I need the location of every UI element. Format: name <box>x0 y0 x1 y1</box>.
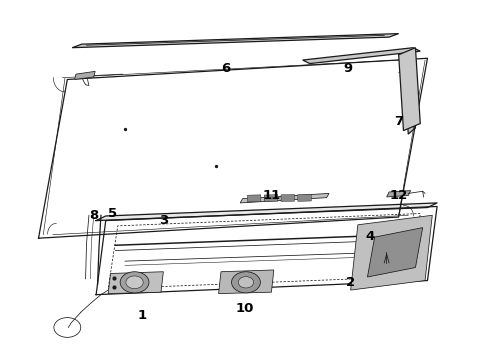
Circle shape <box>120 272 149 293</box>
Polygon shape <box>247 195 261 202</box>
Polygon shape <box>264 195 278 202</box>
Polygon shape <box>368 228 423 277</box>
Text: 6: 6 <box>221 62 230 75</box>
Circle shape <box>238 277 254 288</box>
Polygon shape <box>281 194 294 202</box>
Text: 2: 2 <box>346 276 355 289</box>
Polygon shape <box>96 203 437 221</box>
Polygon shape <box>387 190 411 197</box>
Polygon shape <box>72 33 399 48</box>
Polygon shape <box>403 49 416 134</box>
Text: 4: 4 <box>365 230 374 243</box>
Text: 3: 3 <box>159 214 168 227</box>
Polygon shape <box>240 193 329 203</box>
Polygon shape <box>74 71 95 80</box>
Polygon shape <box>303 48 420 64</box>
Circle shape <box>232 272 260 293</box>
Text: 5: 5 <box>108 207 118 220</box>
Polygon shape <box>298 194 311 201</box>
Polygon shape <box>399 48 420 131</box>
Text: 1: 1 <box>137 309 147 322</box>
Polygon shape <box>108 272 163 294</box>
Polygon shape <box>351 215 432 290</box>
Text: 12: 12 <box>390 189 408 202</box>
Text: 11: 11 <box>262 189 281 202</box>
Text: 8: 8 <box>89 209 98 222</box>
Text: 10: 10 <box>236 302 254 315</box>
Text: 7: 7 <box>394 115 403 128</box>
Text: 9: 9 <box>343 62 353 75</box>
Polygon shape <box>219 270 274 294</box>
Circle shape <box>126 276 143 289</box>
